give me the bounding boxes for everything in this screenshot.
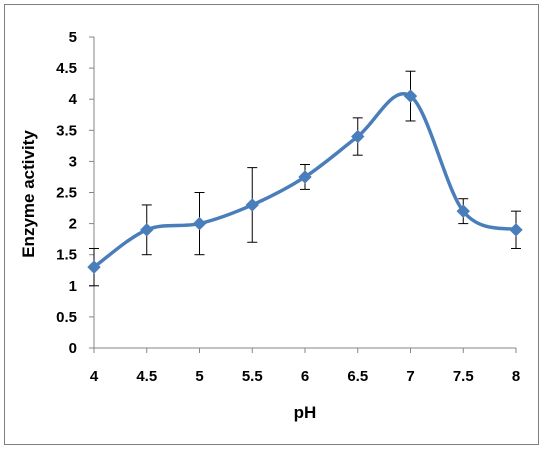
x-tick-label: 4.5 — [136, 368, 157, 385]
data-point-marker — [298, 170, 312, 184]
x-tick-label: 5.5 — [242, 368, 263, 385]
y-axis-title: Enzyme activity — [19, 130, 38, 258]
y-tick-label: 2.5 — [56, 185, 77, 202]
data-point-marker — [192, 216, 207, 231]
y-tick-label: 5 — [69, 29, 77, 46]
y-tick-label: 3 — [69, 153, 77, 170]
x-tick-label: 7 — [406, 368, 414, 385]
data-point-marker — [456, 204, 470, 218]
x-tick-label: 5 — [195, 368, 203, 385]
x-tick-label: 6 — [301, 368, 309, 385]
y-tick-label: 4.5 — [56, 60, 77, 77]
x-tick-label: 4 — [90, 368, 99, 385]
x-axis-title: pH — [294, 403, 317, 422]
y-tick-label: 0 — [69, 340, 77, 357]
axes — [89, 36, 517, 353]
data-point-marker — [509, 223, 523, 237]
x-tick-label: 8 — [512, 368, 520, 385]
y-tick-label: 2 — [69, 216, 77, 233]
series-line — [92, 92, 518, 269]
data-point-marker — [245, 198, 259, 212]
tick-labels: 0 0.5 1 1.5 2 2.5 3 3.5 4 4.5 5 4 4.5 5 5.5 6 6.5 7 7.5 8 — [56, 29, 520, 385]
x-tick-label: 6.5 — [347, 368, 368, 385]
y-tick-label: 1.5 — [56, 247, 77, 264]
data-point-marker — [140, 223, 154, 237]
y-tick-label: 4 — [69, 91, 78, 108]
data-point-marker — [403, 89, 418, 103]
chart-frame — [4, 4, 539, 445]
x-tick-label: 7.5 — [453, 368, 474, 385]
y-tick-label: 3.5 — [56, 122, 77, 139]
y-tick-label: 0.5 — [56, 309, 77, 326]
data-point-marker — [351, 129, 365, 144]
data-markers — [87, 89, 523, 274]
series-line-group — [92, 92, 518, 269]
y-tick-label: 1 — [69, 278, 77, 295]
data-point-marker — [87, 260, 101, 274]
